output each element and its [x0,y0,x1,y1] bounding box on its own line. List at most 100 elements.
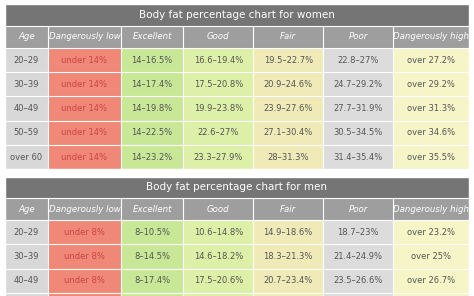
Bar [253,293,323,296]
Text: under 14%: under 14% [62,104,108,113]
Text: over 25%: over 25% [411,252,451,261]
Text: Body fat percentage chart for women: Body fat percentage chart for women [139,10,335,20]
Bar [253,269,323,293]
Text: over 31.3%: over 31.3% [407,104,455,113]
Text: Poor: Poor [348,205,368,214]
Bar [121,26,183,48]
Text: Age: Age [18,205,35,214]
Text: 31.4–35.4%: 31.4–35.4% [333,153,383,162]
Text: 22.8–27%: 22.8–27% [337,56,379,65]
Text: 18.3–21.3%: 18.3–21.3% [264,252,313,261]
Bar [5,269,48,293]
Text: 20.9–24.6%: 20.9–24.6% [264,80,313,89]
Text: 40–49: 40–49 [14,104,39,113]
Text: over 23.2%: over 23.2% [407,228,455,237]
Bar [183,72,253,96]
Bar [48,198,121,220]
Bar [253,198,323,220]
Bar [5,293,48,296]
Bar [323,220,393,244]
Bar [48,145,121,169]
Bar [253,96,323,121]
Text: 17.5–20.6%: 17.5–20.6% [194,276,243,285]
Text: 24.7–29.2%: 24.7–29.2% [334,80,383,89]
Text: over 34.6%: over 34.6% [407,128,455,137]
Bar [323,145,393,169]
Text: 14–23.2%: 14–23.2% [131,153,173,162]
Bar [393,244,469,269]
Text: 23.3–27.9%: 23.3–27.9% [193,153,243,162]
Text: Good: Good [207,205,229,214]
Text: under 8%: under 8% [64,276,105,285]
Bar [5,4,469,169]
Text: 8–14.5%: 8–14.5% [134,252,170,261]
Bar [253,121,323,145]
Bar [253,145,323,169]
Text: under 14%: under 14% [62,153,108,162]
Text: 30–39: 30–39 [14,252,39,261]
Bar [121,72,183,96]
Text: over 60: over 60 [10,153,43,162]
Bar [48,244,121,269]
Text: over 29.2%: over 29.2% [407,80,455,89]
Bar [393,121,469,145]
Text: under 14%: under 14% [62,80,108,89]
Text: 14–17.4%: 14–17.4% [131,80,173,89]
Text: Excellent: Excellent [132,32,172,41]
Text: 28–31.3%: 28–31.3% [267,153,309,162]
Bar [5,121,48,145]
Text: 19.5–22.7%: 19.5–22.7% [264,56,313,65]
Bar [48,96,121,121]
Bar [323,198,393,220]
Text: 17.5–20.8%: 17.5–20.8% [194,80,243,89]
Text: Excellent: Excellent [132,205,172,214]
Text: 22.6–27%: 22.6–27% [198,128,239,137]
Text: under 14%: under 14% [62,56,108,65]
Bar [5,177,469,198]
Bar [121,145,183,169]
Bar [5,145,48,169]
Bar [121,269,183,293]
Bar [183,198,253,220]
Bar [5,244,48,269]
Text: 23.5–26.6%: 23.5–26.6% [333,276,383,285]
Bar [48,220,121,244]
Text: Fair: Fair [280,205,296,214]
Bar [48,48,121,72]
Text: 14–19.8%: 14–19.8% [131,104,173,113]
Bar [323,96,393,121]
Bar [183,269,253,293]
Text: 40–49: 40–49 [14,276,39,285]
Bar [323,26,393,48]
Bar [5,48,48,72]
Bar [253,26,323,48]
Bar [323,293,393,296]
Bar [121,198,183,220]
Text: 21.4–24.9%: 21.4–24.9% [334,252,383,261]
Bar [121,220,183,244]
Bar [48,121,121,145]
Text: 19.9–23.8%: 19.9–23.8% [194,104,243,113]
Bar [183,121,253,145]
Text: over 26.7%: over 26.7% [407,276,455,285]
Bar [48,293,121,296]
Text: Poor: Poor [348,32,368,41]
Text: 20–29: 20–29 [14,228,39,237]
Text: Dangerously high: Dangerously high [393,32,469,41]
Bar [253,72,323,96]
Bar [5,96,48,121]
Bar [121,293,183,296]
Bar [323,269,393,293]
Bar [5,198,48,220]
Bar [183,96,253,121]
Bar [183,293,253,296]
Bar [393,26,469,48]
Text: 14.9–18.6%: 14.9–18.6% [264,228,313,237]
Bar [393,293,469,296]
Bar [183,220,253,244]
Text: 20–29: 20–29 [14,56,39,65]
Bar [393,72,469,96]
Text: over 35.5%: over 35.5% [407,153,455,162]
Text: 30.5–34.5%: 30.5–34.5% [333,128,383,137]
Bar [48,72,121,96]
